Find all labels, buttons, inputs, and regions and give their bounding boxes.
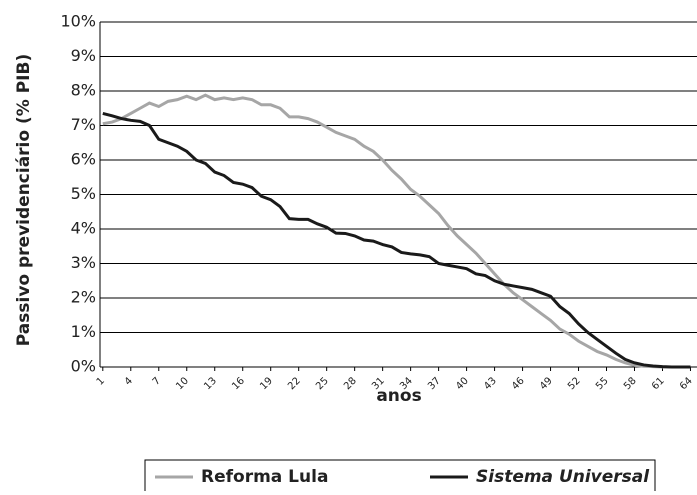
x-tick-label: 58 xyxy=(622,375,639,392)
x-tick-label: 64 xyxy=(678,375,695,392)
x-tick-label: 10 xyxy=(174,375,191,392)
x-tick-label: 13 xyxy=(202,375,219,392)
x-tick-label: 1 xyxy=(95,375,107,387)
x-tick-label: 46 xyxy=(510,375,527,392)
y-tick-label: 10% xyxy=(60,12,96,31)
x-tick-label: 52 xyxy=(566,375,583,392)
x-tick-label: 16 xyxy=(230,375,247,392)
y-axis-title: Passivo previdenciário (% PIB) xyxy=(14,54,34,346)
series-line xyxy=(102,93,691,369)
x-tick-label: 25 xyxy=(314,375,331,392)
x-axis-title: anos xyxy=(376,386,421,406)
y-tick-label: 5% xyxy=(71,184,96,203)
x-tick-label: 37 xyxy=(426,375,443,392)
y-tick-label: 7% xyxy=(71,115,96,134)
x-tick-label: 4 xyxy=(123,375,135,387)
x-tick-label: 40 xyxy=(454,375,471,392)
y-tick-label: 3% xyxy=(71,253,96,272)
x-tick-label: 28 xyxy=(342,375,359,392)
series-line xyxy=(102,111,691,369)
y-tick-label: 8% xyxy=(71,81,96,100)
x-tick-label: 55 xyxy=(594,375,611,392)
x-tick-label: 22 xyxy=(286,375,303,392)
legend-label: Sistema Universal xyxy=(476,467,650,487)
x-tick-label: 43 xyxy=(482,375,499,392)
x-tick-label: 19 xyxy=(258,375,275,392)
y-tick-label: 1% xyxy=(71,322,96,341)
x-tick-label: 49 xyxy=(538,375,555,392)
legend-box xyxy=(144,459,656,495)
y-tick-label: 9% xyxy=(71,46,96,65)
x-tick-label: 61 xyxy=(650,375,667,392)
y-tick-label: 4% xyxy=(71,219,96,238)
legend-label: Reforma Lula xyxy=(201,467,328,487)
y-tick-label: 0% xyxy=(71,357,96,376)
y-tick-label: 6% xyxy=(71,150,96,169)
x-tick-label: 7 xyxy=(151,375,163,387)
y-tick-label: 2% xyxy=(71,288,96,307)
